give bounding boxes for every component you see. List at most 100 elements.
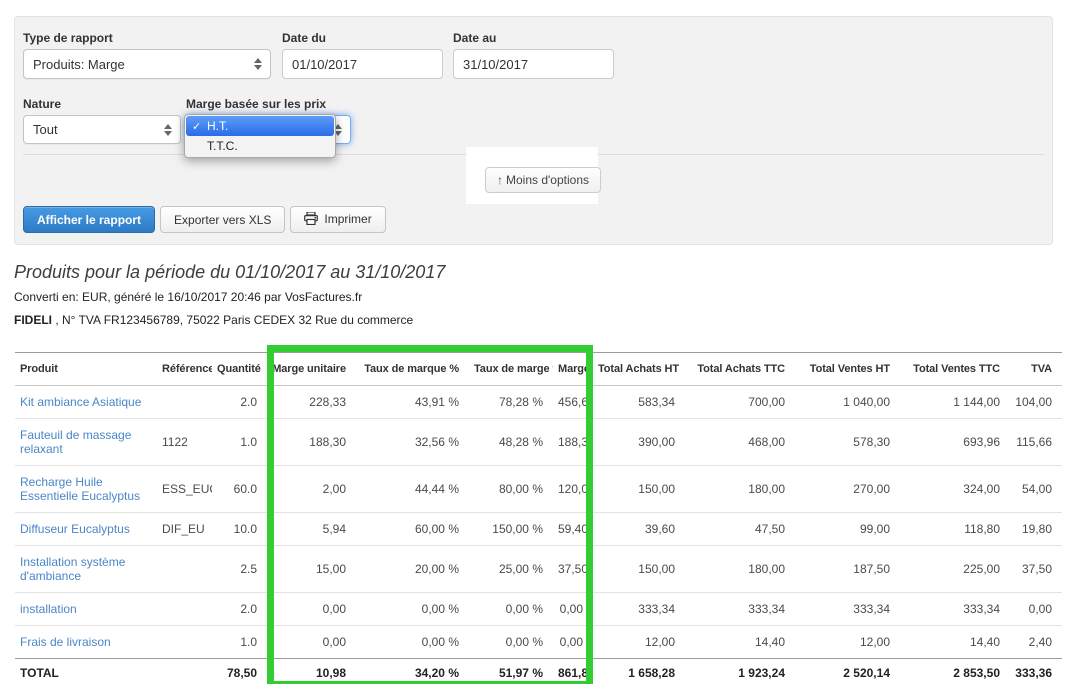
table-cell: Diffuseur Eucalyptus	[15, 512, 157, 546]
table-cell: 12,00	[795, 625, 900, 659]
report-table-container: Produit Référence Quantité Marge unitaire Ta…	[15, 345, 1062, 684]
table-cell: 468,00	[685, 418, 795, 466]
nature-group: Nature Tout	[23, 97, 181, 144]
table-cell: 37,50	[1010, 545, 1062, 593]
table-cell: 2.5	[212, 545, 267, 593]
table-head-row: Produit Référence Quantité Marge unitaire Ta…	[15, 352, 1062, 386]
less-options-button[interactable]: ↑ Moins d'options	[485, 167, 602, 193]
col-header: Total Ventes HT	[795, 352, 900, 386]
table-cell: 0,00 %	[356, 625, 469, 659]
table-cell: 150,00 %	[469, 512, 553, 546]
col-header: Produit	[15, 352, 157, 386]
table-cell: 25,00 %	[469, 545, 553, 593]
up-arrow-icon: ↑	[497, 173, 503, 187]
table-cell	[157, 592, 212, 626]
table-cell: 0,00	[1010, 592, 1062, 626]
table-cell: 150,00	[593, 465, 685, 513]
table-cell: 54,00	[1010, 465, 1062, 513]
table-cell: 120,00	[553, 465, 593, 513]
table-cell: 5,94	[267, 512, 356, 546]
table-cell: 39,60	[593, 512, 685, 546]
show-report-button[interactable]: Afficher le rapport	[23, 206, 156, 233]
table-cell: ESS_EUC	[157, 465, 212, 513]
table-cell: 80,00 %	[469, 465, 553, 513]
table-cell: 333,34	[795, 592, 900, 626]
dropdown-option-ttc[interactable]: T.T.C.	[186, 136, 334, 156]
table-cell: Frais de livraison	[15, 625, 157, 659]
table-cell: DIF_EU	[157, 512, 212, 546]
table-cell: 150,00	[593, 545, 685, 593]
margin-basis-dropdown: ✓ H.T. T.T.C.	[184, 114, 336, 158]
dropdown-option-ht[interactable]: ✓ H.T.	[186, 116, 334, 136]
product-link[interactable]: Recharge Huile Essentielle Eucalyptus	[20, 475, 141, 503]
print-button[interactable]: Imprimer	[290, 206, 386, 233]
table-cell: 390,00	[593, 418, 685, 466]
table-cell: 228,33	[267, 385, 356, 419]
table-cell: 60.0	[212, 465, 267, 513]
table-cell: 37,50	[553, 545, 593, 593]
total-cell: TOTAL	[15, 658, 157, 684]
report-type-group: Type de rapport Produits: Marge	[23, 31, 271, 79]
printer-icon	[304, 210, 319, 228]
table-row: installation 2.0 0,00 0,00 % 0,00 % 0,00 333,3…	[15, 592, 1062, 626]
product-link[interactable]: installation	[20, 602, 77, 616]
product-link[interactable]: Installation système d'ambiance	[20, 555, 126, 583]
table-cell: 1 144,00	[900, 385, 1010, 419]
table-cell: 10.0	[212, 512, 267, 546]
table-cell: 333,34	[685, 592, 795, 626]
table-cell: 48,28 %	[469, 418, 553, 466]
table-cell: 0,00	[267, 592, 356, 626]
table-cell: 1 040,00	[795, 385, 900, 419]
col-header: Total Ventes TTC	[900, 352, 1010, 386]
table-cell: 693,96	[900, 418, 1010, 466]
product-link[interactable]: Diffuseur Eucalyptus	[20, 522, 130, 536]
table-cell	[157, 545, 212, 593]
report-table: Produit Référence Quantité Marge unitaire Ta…	[15, 352, 1062, 684]
table-cell: 59,40	[553, 512, 593, 546]
table-cell: 180,00	[685, 465, 795, 513]
table-cell: 118,80	[900, 512, 1010, 546]
table-cell: 0,00 %	[356, 592, 469, 626]
table-cell: 188,30	[267, 418, 356, 466]
total-cell: 1 658,28	[593, 658, 685, 684]
action-buttons: Afficher le rapport Exporter vers XLS Im…	[23, 206, 386, 233]
table-cell: 15,00	[267, 545, 356, 593]
col-header: Marge	[553, 352, 593, 386]
date-from-label: Date du	[282, 31, 327, 45]
table-cell: Installation système d'ambiance	[15, 545, 157, 593]
table-cell: 47,50	[685, 512, 795, 546]
company-details: , N° TVA FR123456789, 75022 Paris CEDEX …	[52, 313, 414, 327]
table-cell: installation	[15, 592, 157, 626]
table-cell: 2,40	[1010, 625, 1062, 659]
table-cell: 180,00	[685, 545, 795, 593]
table-cell: 1122	[157, 418, 212, 466]
table-cell: 2.0	[212, 592, 267, 626]
product-link[interactable]: Frais de livraison	[20, 635, 111, 649]
dropdown-option-label: H.T.	[207, 119, 229, 133]
table-cell: 2,00	[267, 465, 356, 513]
checkmark-icon: ✓	[192, 120, 202, 133]
table-cell: 60,00 %	[356, 512, 469, 546]
date-to-input[interactable]	[453, 49, 614, 79]
col-header: Quantité	[212, 352, 267, 386]
select-stepper-icon	[254, 58, 262, 70]
table-cell: Fauteuil de massage relaxant	[15, 418, 157, 466]
table-cell: 99,00	[795, 512, 900, 546]
table-cell	[157, 625, 212, 659]
report-type-select[interactable]: Produits: Marge	[23, 49, 271, 79]
table-cell: 578,30	[795, 418, 900, 466]
export-xls-button[interactable]: Exporter vers XLS	[160, 206, 286, 233]
total-cell: 2 520,14	[795, 658, 900, 684]
table-body: Kit ambiance Asiatique 2.0 228,33 43,91 % 78…	[15, 385, 1062, 684]
table-cell: 32,56 %	[356, 418, 469, 466]
product-link[interactable]: Fauteuil de massage relaxant	[20, 428, 132, 456]
total-cell: 2 853,50	[900, 658, 1010, 684]
table-row: Recharge Huile Essentielle Eucalyptus ESS…	[15, 465, 1062, 513]
table-cell: 115,66	[1010, 418, 1062, 466]
report-title: Produits pour la période du 01/10/2017 a…	[14, 262, 446, 282]
product-link[interactable]: Kit ambiance Asiatique	[20, 395, 142, 409]
table-cell: 12,00	[593, 625, 685, 659]
nature-select[interactable]: Tout	[23, 115, 181, 144]
date-from-input[interactable]	[282, 49, 443, 79]
